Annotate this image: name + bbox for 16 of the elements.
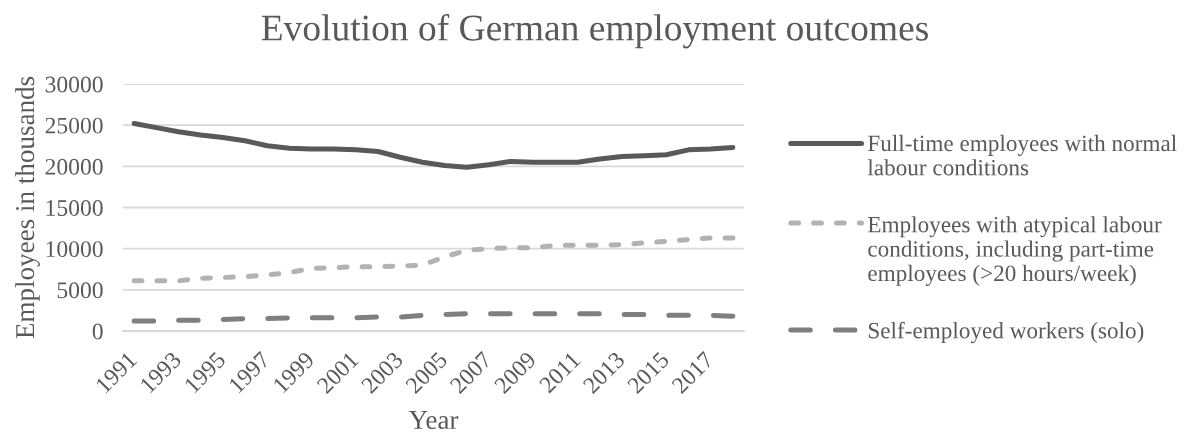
legend-label: Full-time employees with normal labour conditions: [867, 134, 1177, 176]
chart-title: Evolution of German employment outcomes: [261, 13, 928, 49]
x-tick-label: 1993: [139, 350, 183, 394]
y-tick-label: 30000: [45, 76, 103, 93]
legend-label: Employees with atypical labour conditions, including part-time employees (>20 hours/week): [868, 216, 1162, 286]
legend-label: Self-employed workers (solo): [868, 321, 1144, 344]
y-tick-label: 5000: [57, 282, 103, 299]
x-tick-label: 1999: [272, 351, 316, 394]
y-tick-label: 10000: [46, 241, 103, 258]
x-tick-label: 1991: [95, 351, 138, 394]
y-tick-label: 15000: [46, 199, 103, 216]
y-tick-label: 25000: [45, 117, 103, 134]
y-tick-label: 20000: [45, 158, 103, 175]
x-axis-title: Year: [408, 411, 459, 430]
y-tick-label: 0: [92, 323, 103, 340]
y-axis-title: Employees in thousands: [15, 76, 40, 339]
